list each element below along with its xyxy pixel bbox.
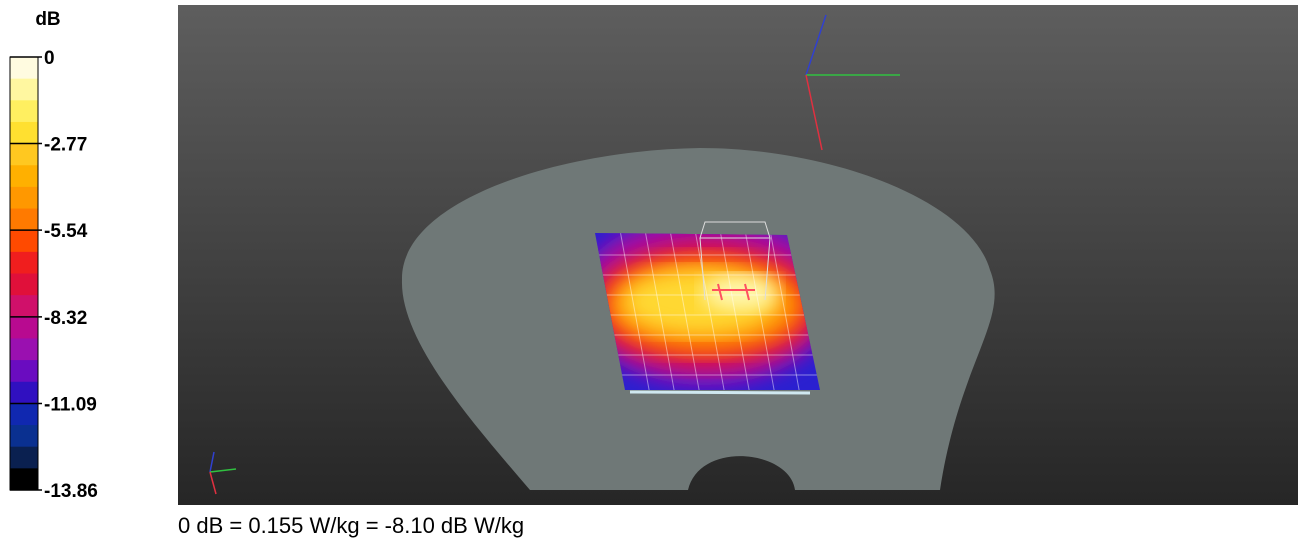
color-band (10, 57, 38, 79)
tick-label: -8.32 (44, 308, 87, 329)
color-band (10, 187, 38, 209)
color-band (10, 122, 38, 144)
color-band (10, 230, 38, 252)
tick-label: -11.09 (44, 394, 97, 415)
color-band (10, 425, 38, 447)
tick-label: -13.86 (44, 481, 98, 502)
tick-label: 0 (44, 48, 55, 69)
color-band (10, 403, 38, 425)
color-band (10, 79, 38, 101)
color-band (10, 447, 38, 469)
color-band (10, 252, 38, 274)
color-band (10, 338, 38, 360)
patch-edge (630, 392, 810, 393)
color-band (10, 165, 38, 187)
color-band (10, 317, 38, 339)
color-band (10, 209, 38, 231)
color-band (10, 382, 38, 404)
caption: 0 dB = 0.155 W/kg = -8.10 dB W/kg (178, 513, 524, 538)
colorbar-unit: dB (35, 9, 60, 30)
color-band (10, 274, 38, 296)
color-band (10, 144, 38, 166)
color-band (10, 295, 38, 317)
colorbar: 0 -2.77 -5.54 -8.32 -11.09 -13.86 (10, 48, 98, 502)
tick-label: -5.54 (44, 221, 88, 242)
color-band (10, 100, 38, 122)
sar-view: dB 0 -2.77 -5.54 -8.32 -11.09 -13.86 0 dB = 0… (0, 0, 1298, 539)
color-band (10, 360, 38, 382)
color-band (10, 468, 38, 490)
tick-label: -2.77 (44, 135, 87, 156)
